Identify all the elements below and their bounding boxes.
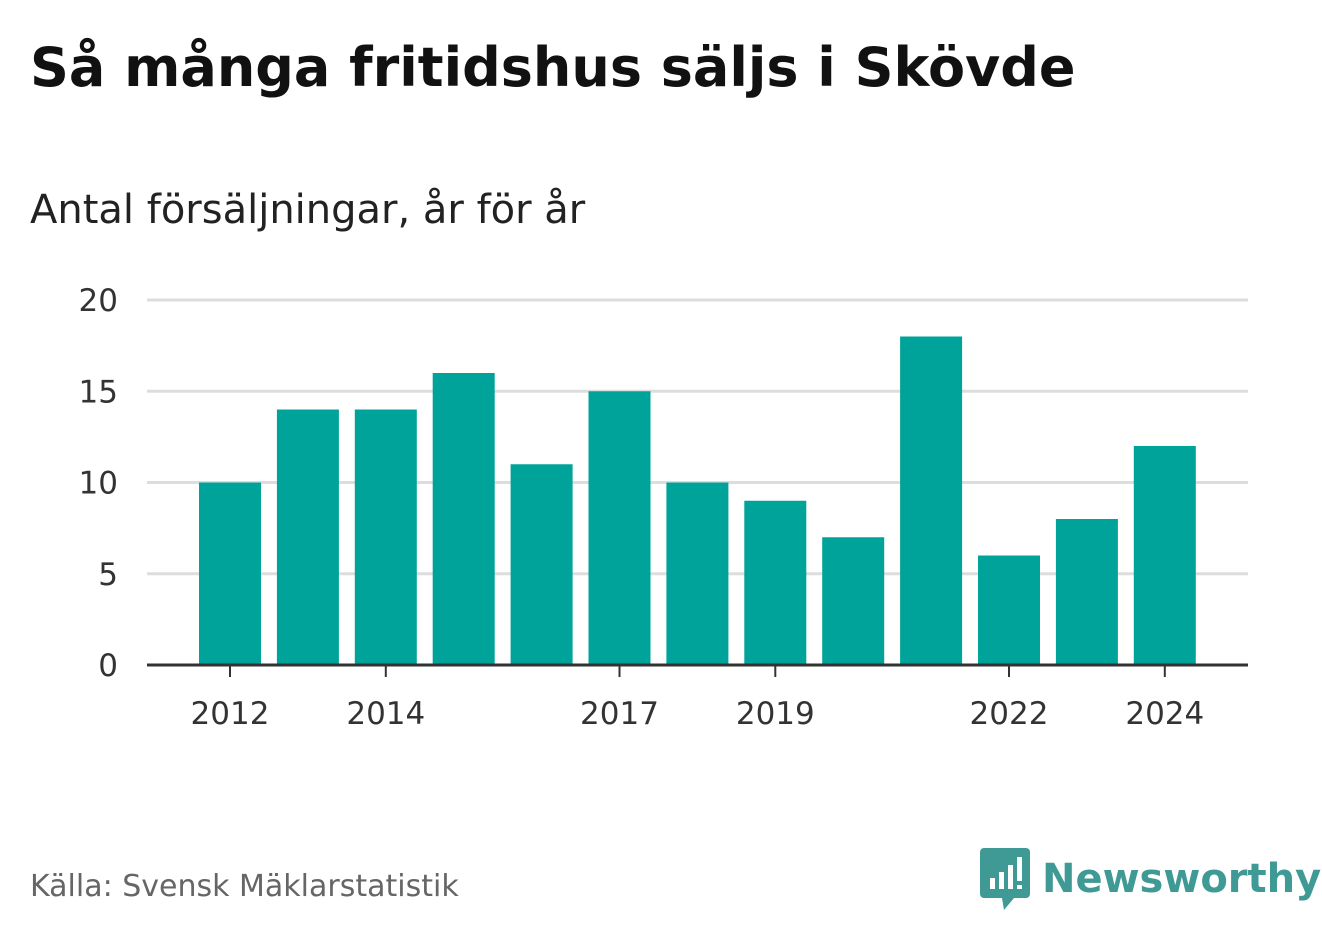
x-tick-label: 2024: [1125, 696, 1204, 732]
bar-2019: [744, 500, 807, 665]
x-tick-label: 2012: [191, 696, 270, 732]
bar-2018: [666, 482, 729, 665]
x-tick-label: 2019: [736, 696, 815, 732]
chart-title: Så många fritidshus säljs i Skövde: [30, 36, 1076, 99]
bar-2021: [900, 336, 963, 665]
bar-2016: [510, 464, 573, 665]
bar-2014: [354, 409, 417, 665]
y-tick-label: 20: [79, 283, 118, 319]
bar-2012: [199, 482, 261, 665]
y-tick-label: 10: [79, 466, 118, 502]
bar-2020: [822, 537, 885, 665]
source-note: Källa: Svensk Mäklarstatistik: [30, 869, 459, 904]
bar-2022: [978, 555, 1040, 665]
x-tick-label: 2014: [346, 696, 425, 732]
bar-2017: [588, 391, 651, 665]
newsworthy-logo-icon: [980, 848, 1030, 910]
bar-2013: [276, 409, 339, 665]
y-tick-label: 0: [98, 648, 118, 684]
bar-2023: [1055, 519, 1118, 665]
chart-subtitle: Antal försäljningar, år för år: [30, 187, 586, 233]
brand-name: Newsworthy: [1042, 856, 1322, 902]
bar-2015: [432, 373, 495, 665]
bar-2024: [1133, 446, 1196, 665]
brand-logo: Newsworthy: [980, 848, 1321, 910]
x-tick-label: 2022: [970, 696, 1049, 732]
y-tick-label: 15: [79, 374, 118, 410]
y-tick-label: 5: [98, 557, 118, 593]
x-tick-label: 2017: [580, 696, 659, 732]
